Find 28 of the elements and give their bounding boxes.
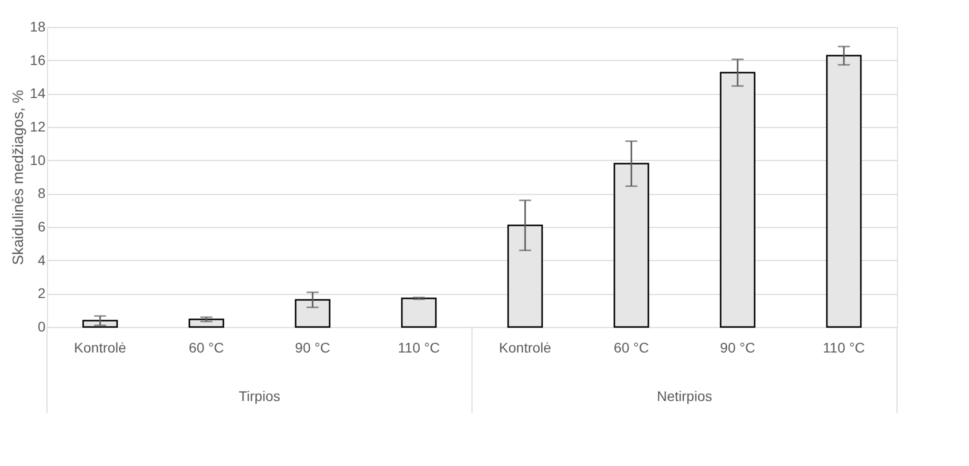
- bar: [614, 162, 650, 328]
- x-tick-label: Kontrolė: [499, 340, 552, 356]
- x-tick-label: 110 °C: [822, 340, 865, 356]
- bar: [507, 224, 543, 328]
- y-tick-label: 14: [30, 85, 46, 102]
- y-tick-label: 12: [30, 118, 46, 134]
- x-tick-label: 90 °C: [295, 340, 330, 356]
- bar: [826, 54, 862, 328]
- bar: [188, 318, 224, 328]
- x-tick-label: 90 °C: [720, 340, 756, 356]
- x-tick-label: 110 °C: [398, 340, 440, 356]
- y-tick-label: 4: [38, 252, 46, 268]
- y-tick-label: 10: [30, 152, 46, 168]
- bar: [401, 298, 437, 328]
- x-tick-label: 60 °C: [188, 340, 224, 356]
- x-tick-label: 60 °C: [614, 340, 649, 356]
- x-tick-label: Kontrolė: [74, 340, 126, 356]
- y-tick-label: 2: [38, 285, 46, 302]
- y-tick-label: 8: [38, 185, 46, 202]
- y-tick-label: 6: [38, 218, 46, 234]
- y-tick-label: 16: [30, 52, 46, 68]
- text: Netirpios: [656, 388, 712, 404]
- y-axis-title: Skaidulinės medžiagos, %: [10, 90, 27, 266]
- text: Tirpios: [238, 388, 280, 404]
- bar: [720, 72, 756, 328]
- bar: [294, 299, 330, 328]
- y-tick-label: 0: [38, 318, 46, 334]
- y-tick-label: 18: [30, 18, 46, 34]
